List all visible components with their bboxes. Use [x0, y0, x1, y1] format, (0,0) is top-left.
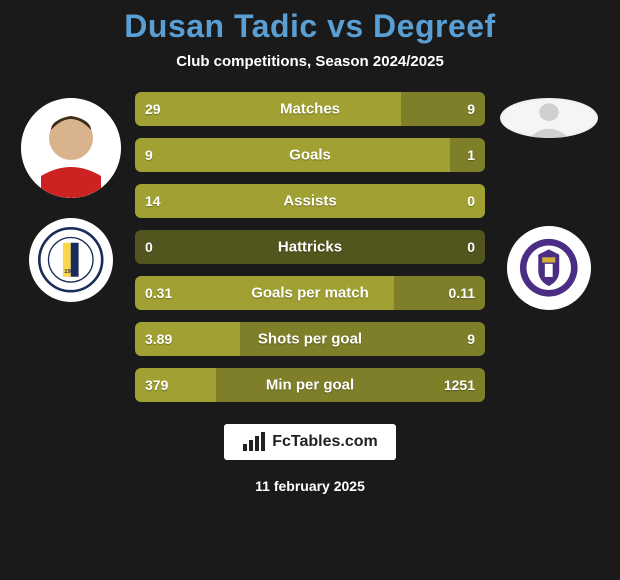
stat-bar-left-fill	[135, 92, 401, 126]
stat-bar-right-fill	[240, 322, 485, 356]
stat-left-value: 9	[145, 147, 153, 163]
stat-label: Hattricks	[135, 239, 485, 256]
anderlecht-badge-icon	[516, 235, 582, 301]
stat-bar: 0 0Hattricks	[135, 230, 485, 264]
brand-footer: FcTables.com	[224, 424, 396, 460]
right-player-avatar	[500, 98, 598, 138]
brand-text: FcTables.com	[272, 433, 378, 451]
subtitle: Club competitions, Season 2024/2025	[176, 53, 444, 70]
stat-left-value: 14	[145, 193, 161, 209]
stat-left-value: 0	[145, 239, 153, 255]
left-player-column: 1907	[11, 92, 131, 302]
stat-right-value: 9	[467, 101, 475, 117]
stat-right-value: 0	[467, 239, 475, 255]
stat-bar: 91Goals	[135, 138, 485, 172]
chart-icon	[242, 432, 266, 452]
comparison-card: Dusan Tadic vs Degreef Club competitions…	[0, 0, 620, 580]
stat-left-value: 29	[145, 101, 161, 117]
left-player-avatar	[21, 98, 121, 198]
stat-bar-left-fill	[135, 276, 394, 310]
right-club-badge	[507, 226, 591, 310]
stat-right-value: 0	[467, 193, 475, 209]
right-player-column	[489, 92, 609, 310]
stat-bar-left-fill	[135, 138, 450, 172]
stat-right-value: 1251	[444, 377, 475, 393]
stat-bars: 299Matches91Goals140Assists00Hattricks0.…	[135, 92, 485, 402]
left-club-badge: 1907	[29, 218, 113, 302]
stat-left-value: 379	[145, 377, 168, 393]
stat-bar-left-fill	[135, 184, 485, 218]
stat-bar: 140Assists	[135, 184, 485, 218]
stat-bar: 0.310.11Goals per match	[135, 276, 485, 310]
stat-right-value: 1	[467, 147, 475, 163]
stat-right-value: 0.11	[449, 285, 475, 301]
page-title: Dusan Tadic vs Degreef	[124, 8, 495, 45]
main-row: 1907 299Matches91Goals140Assists00Hattri…	[0, 92, 620, 402]
stat-bar: 3791251Min per goal	[135, 368, 485, 402]
stat-left-value: 0.31	[145, 285, 172, 301]
date-line: 11 february 2025	[255, 478, 365, 494]
fenerbahce-badge-icon: 1907	[38, 227, 104, 293]
avatar-placeholder-icon	[21, 98, 121, 198]
stat-right-value: 9	[467, 331, 475, 347]
stat-bar: 3.899Shots per goal	[135, 322, 485, 356]
stat-bar: 299Matches	[135, 92, 485, 126]
svg-text:1907: 1907	[64, 269, 78, 275]
silhouette-icon	[500, 98, 598, 138]
stat-left-value: 3.89	[145, 331, 172, 347]
